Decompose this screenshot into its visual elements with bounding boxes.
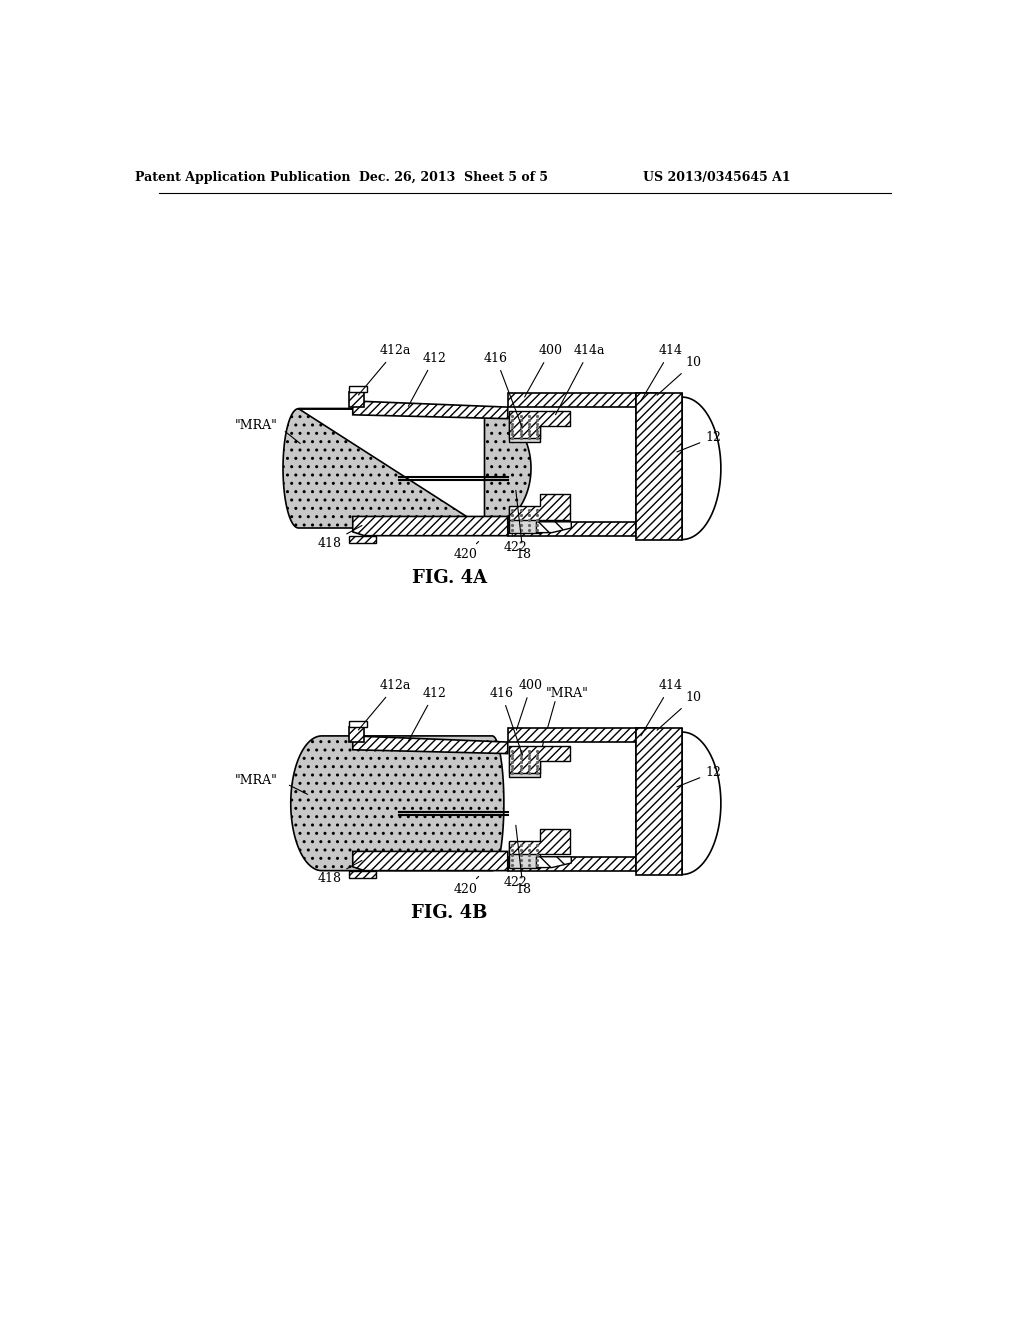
- Bar: [508, 857, 636, 871]
- Text: "MRA": "MRA": [234, 774, 278, 787]
- Polygon shape: [509, 829, 569, 854]
- Bar: [508, 521, 636, 536]
- Text: 12: 12: [677, 432, 721, 451]
- Text: 418: 418: [317, 861, 361, 884]
- Polygon shape: [352, 851, 508, 871]
- Text: 400: 400: [516, 680, 543, 730]
- Text: 414: 414: [641, 680, 683, 735]
- Text: 412: 412: [409, 352, 446, 407]
- Text: 422: 422: [504, 870, 527, 888]
- Text: 18: 18: [515, 490, 531, 561]
- Bar: [509, 507, 541, 533]
- Text: 416: 416: [484, 352, 522, 428]
- Text: 412a: 412a: [358, 680, 411, 730]
- Bar: [349, 392, 365, 407]
- Polygon shape: [537, 521, 571, 533]
- Text: 400: 400: [524, 345, 562, 397]
- Text: Patent Application Publication: Patent Application Publication: [135, 172, 350, 185]
- Polygon shape: [352, 516, 508, 536]
- Polygon shape: [509, 746, 569, 774]
- Text: 10: 10: [657, 356, 701, 395]
- Polygon shape: [349, 871, 376, 878]
- Text: 412a: 412a: [358, 345, 411, 395]
- Bar: [636, 729, 682, 875]
- Polygon shape: [349, 385, 367, 392]
- Text: 414a: 414a: [556, 345, 605, 414]
- Text: 422: 422: [504, 535, 527, 554]
- Text: 10: 10: [657, 690, 701, 730]
- Text: 420: 420: [454, 541, 478, 561]
- Polygon shape: [349, 721, 367, 726]
- Text: 420: 420: [454, 876, 478, 896]
- Polygon shape: [352, 737, 508, 754]
- Bar: [508, 393, 636, 407]
- Bar: [508, 729, 636, 742]
- Polygon shape: [352, 401, 508, 418]
- Bar: [349, 726, 365, 742]
- Bar: [509, 747, 541, 776]
- Polygon shape: [509, 411, 569, 438]
- Text: FIG. 4A: FIG. 4A: [412, 569, 487, 587]
- Text: FIG. 4B: FIG. 4B: [412, 904, 487, 921]
- Polygon shape: [537, 857, 571, 867]
- Bar: [636, 393, 682, 540]
- Text: "MRA": "MRA": [546, 686, 589, 700]
- Polygon shape: [682, 729, 721, 875]
- Polygon shape: [349, 536, 376, 544]
- Text: 416: 416: [489, 686, 522, 755]
- Polygon shape: [509, 494, 569, 520]
- Polygon shape: [291, 737, 504, 871]
- Bar: [509, 412, 541, 442]
- Text: 414: 414: [641, 345, 683, 401]
- Bar: [509, 842, 541, 869]
- Polygon shape: [682, 393, 721, 540]
- Bar: [636, 729, 657, 871]
- Polygon shape: [283, 409, 531, 528]
- Text: 12: 12: [677, 766, 721, 787]
- Text: US 2013/0345645 A1: US 2013/0345645 A1: [643, 172, 791, 185]
- Text: Dec. 26, 2013  Sheet 5 of 5: Dec. 26, 2013 Sheet 5 of 5: [359, 172, 548, 185]
- Text: 418: 418: [317, 525, 361, 550]
- Text: 18: 18: [515, 825, 531, 896]
- Text: 412: 412: [409, 686, 446, 741]
- Bar: [636, 393, 657, 536]
- Text: "MRA": "MRA": [234, 420, 278, 433]
